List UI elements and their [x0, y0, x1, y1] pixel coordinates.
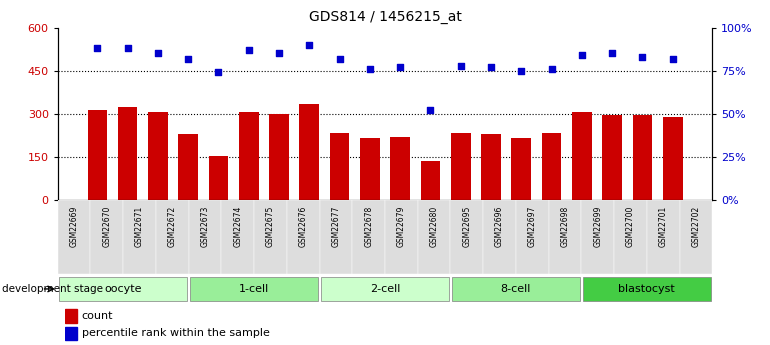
Text: percentile rank within the sample: percentile rank within the sample — [82, 328, 270, 338]
Text: GSM22699: GSM22699 — [593, 206, 602, 247]
Text: GSM22696: GSM22696 — [495, 206, 504, 247]
Bar — [254, 200, 287, 274]
Text: GSM22674: GSM22674 — [233, 206, 243, 247]
Bar — [189, 200, 222, 274]
Text: GSM22672: GSM22672 — [168, 206, 177, 247]
Point — [454, 63, 467, 68]
Text: GSM22678: GSM22678 — [364, 206, 373, 247]
Bar — [511, 138, 531, 200]
Bar — [420, 161, 440, 200]
Point — [243, 47, 255, 53]
Text: GSM22680: GSM22680 — [430, 206, 439, 247]
Text: GSM22675: GSM22675 — [266, 206, 275, 247]
Text: GSM22669: GSM22669 — [69, 206, 79, 247]
Point — [182, 56, 194, 61]
Bar — [548, 200, 581, 274]
Point — [303, 42, 316, 48]
Bar — [118, 107, 138, 200]
Text: GSM22701: GSM22701 — [658, 206, 668, 247]
Bar — [516, 200, 548, 274]
Text: development stage: development stage — [2, 284, 102, 294]
Point — [515, 68, 527, 73]
Point — [545, 66, 557, 72]
Point — [273, 51, 285, 56]
Bar — [451, 132, 470, 200]
Bar — [148, 112, 168, 200]
Text: GSM22677: GSM22677 — [331, 206, 340, 247]
Bar — [572, 112, 591, 200]
Text: GSM22698: GSM22698 — [561, 206, 570, 247]
Point — [394, 65, 407, 70]
Bar — [286, 200, 320, 274]
Text: blastocyst: blastocyst — [618, 284, 675, 294]
Text: GSM22670: GSM22670 — [102, 206, 112, 247]
Bar — [390, 137, 410, 200]
Bar — [614, 200, 647, 274]
Bar — [583, 277, 711, 300]
Bar — [190, 277, 318, 300]
Bar — [602, 115, 622, 200]
Bar — [65, 309, 77, 323]
Point — [152, 51, 164, 56]
Bar — [481, 134, 500, 200]
Bar — [123, 200, 156, 274]
Bar — [330, 132, 350, 200]
Point — [667, 56, 679, 61]
Bar — [59, 277, 187, 300]
Text: GDS814 / 1456215_at: GDS814 / 1456215_at — [309, 10, 461, 24]
Bar — [270, 114, 289, 200]
Text: GSM22671: GSM22671 — [135, 206, 144, 247]
Text: 8-cell: 8-cell — [500, 284, 531, 294]
Bar — [65, 327, 77, 340]
Point — [122, 46, 134, 51]
Bar — [542, 132, 561, 200]
Bar — [632, 115, 652, 200]
Point — [91, 46, 103, 51]
Bar — [88, 110, 107, 200]
Bar — [58, 200, 91, 274]
Bar — [300, 104, 319, 200]
Bar — [484, 200, 516, 274]
Text: GSM22695: GSM22695 — [462, 206, 471, 247]
Text: GSM22676: GSM22676 — [299, 206, 308, 247]
Bar — [360, 138, 380, 200]
Point — [363, 66, 376, 72]
Text: GSM22697: GSM22697 — [527, 206, 537, 247]
Text: count: count — [82, 311, 113, 321]
Text: GSM22700: GSM22700 — [626, 206, 635, 247]
Bar — [320, 200, 353, 274]
Text: GSM22673: GSM22673 — [200, 206, 209, 247]
Bar — [663, 117, 682, 200]
Bar — [222, 200, 254, 274]
Text: GSM22679: GSM22679 — [397, 206, 406, 247]
Bar — [179, 134, 198, 200]
Bar — [156, 200, 189, 274]
Point — [576, 52, 588, 58]
Bar — [679, 200, 712, 274]
Bar — [91, 200, 123, 274]
Point — [606, 51, 618, 56]
Point — [333, 56, 346, 61]
Text: GSM22702: GSM22702 — [691, 206, 701, 247]
Bar — [452, 277, 580, 300]
Bar — [239, 112, 259, 200]
Bar — [353, 200, 385, 274]
Bar — [209, 156, 228, 200]
Bar — [385, 200, 417, 274]
Point — [424, 108, 437, 113]
Text: 2-cell: 2-cell — [370, 284, 400, 294]
Bar — [321, 277, 449, 300]
Bar — [581, 200, 614, 274]
Point — [213, 70, 225, 75]
Bar — [450, 200, 484, 274]
Point — [636, 54, 648, 60]
Text: oocyte: oocyte — [105, 284, 142, 294]
Bar — [647, 200, 679, 274]
Point — [485, 65, 497, 70]
Text: 1-cell: 1-cell — [239, 284, 270, 294]
Bar — [417, 200, 450, 274]
